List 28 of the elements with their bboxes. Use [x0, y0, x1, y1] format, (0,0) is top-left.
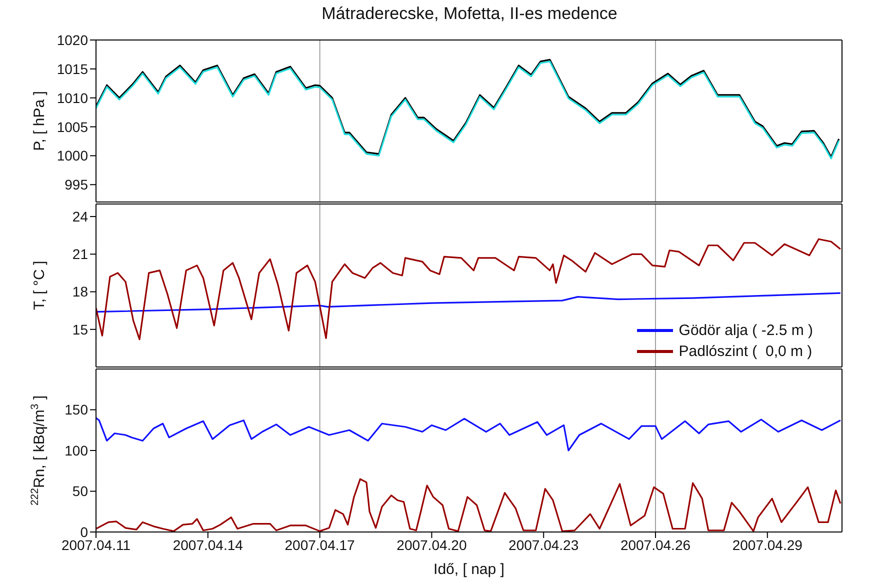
y-tick-label: 1020 — [56, 32, 88, 48]
y-tick-label: 21 — [72, 246, 88, 262]
y-tick-label: 15 — [72, 321, 88, 338]
y-tick-label: 1000 — [56, 148, 88, 164]
y-tick-label: 150 — [64, 402, 88, 418]
x-tick-label: 2007.04.26 — [620, 536, 691, 553]
y-tick-label: 100 — [64, 442, 88, 458]
y-tick-label: 1005 — [56, 118, 88, 135]
x-tick-label: 2007.04.29 — [732, 536, 803, 553]
y-tick-label: 1015 — [56, 60, 88, 77]
x-axis-title: Idő, [ nap ] — [434, 561, 504, 578]
x-tick-label: 2007.04.17 — [284, 536, 356, 553]
y-axis-title: T, [ °C ] — [31, 260, 48, 310]
line-series — [96, 292, 842, 313]
x-tick-label: 2007.04.20 — [396, 536, 467, 553]
legend-label: Padlószint ( 0,0 m ) — [678, 342, 812, 362]
x-tick-label: 2007.04.14 — [172, 536, 244, 553]
x-tick-label: 2007.04.23 — [508, 536, 579, 553]
line-series — [96, 417, 842, 452]
y-tick-label: 995 — [64, 176, 88, 193]
y-tick-label: 18 — [72, 284, 88, 300]
legend-label: Gödör alja ( -2.5 m ) — [678, 321, 813, 341]
line-series — [96, 238, 842, 340]
y-tick-label: 50 — [72, 483, 88, 500]
y-axis-title: P, [ hPa ] — [31, 91, 48, 151]
chart-title: Mátraderecske, Mofetta, II-es medence — [320, 4, 618, 24]
y-tick-label: 24 — [72, 208, 88, 225]
y-tick-label: 1010 — [56, 90, 88, 106]
